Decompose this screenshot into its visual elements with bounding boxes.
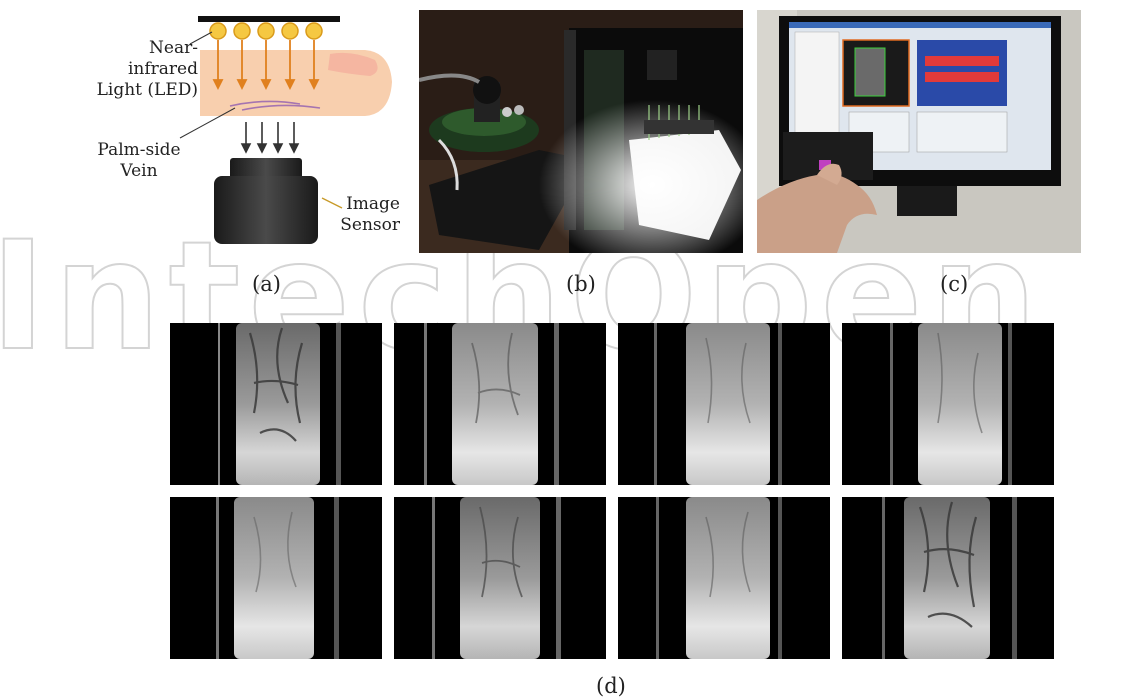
vein-image: [394, 497, 606, 659]
led-icon: [305, 22, 323, 40]
vein-label-pointer: [179, 107, 236, 139]
image-sensor-lens: [230, 158, 302, 180]
led-icon: [257, 22, 275, 40]
vein-image: [842, 497, 1054, 659]
panel-c-photo: [757, 10, 1081, 253]
panel-a-label: (a): [252, 272, 281, 296]
sensor-label-pointer: [321, 197, 343, 209]
palm-vein-line: [241, 104, 321, 111]
palm-vein-line: [229, 100, 301, 107]
sensor-label-line1: Image: [346, 194, 400, 214]
fingernail: [328, 52, 378, 76]
vein-image-grid: [170, 323, 1056, 659]
vein-image: [618, 497, 830, 659]
panel-b-photo: [419, 10, 743, 253]
vein-label-line2: Vein: [120, 161, 158, 181]
transmitted-light-arrows: [240, 122, 300, 154]
led-icon: [281, 22, 299, 40]
panel-c-label: (c): [940, 272, 969, 296]
led-label-line1: Near-infrared: [127, 38, 198, 79]
vein-image: [618, 323, 830, 485]
image-sensor-body: [214, 176, 318, 244]
vein-image: [170, 497, 382, 659]
panel-b-label: (b): [566, 272, 596, 296]
led-label-line2: Light (LED): [96, 80, 198, 100]
vein-image: [170, 323, 382, 485]
panel-d-label: (d): [596, 674, 626, 698]
led-icon: [209, 22, 227, 40]
vein-image: [842, 323, 1054, 485]
vein-image: [394, 323, 606, 485]
sensor-label-line2: Sensor: [340, 215, 400, 235]
infrared-light-arrows: [212, 40, 320, 91]
led-label-pointer: [189, 31, 213, 45]
led-array: [209, 22, 323, 40]
led-icon: [233, 22, 251, 40]
vein-label-line1: Palm-side: [97, 140, 181, 160]
led-mount-plate: [198, 16, 340, 22]
panel-a-diagram: [179, 16, 392, 244]
